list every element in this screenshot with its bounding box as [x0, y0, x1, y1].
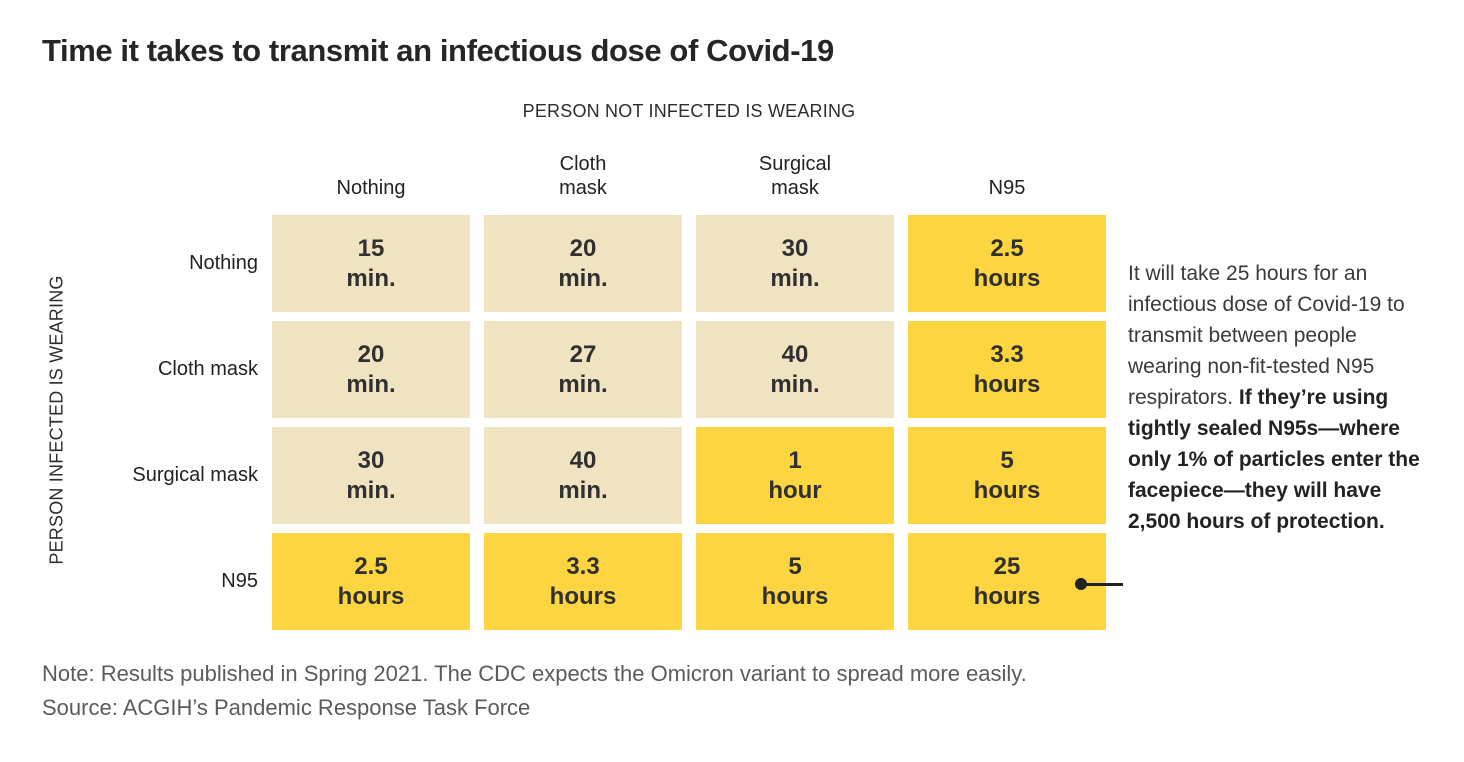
cell-value: 5 — [788, 552, 802, 580]
matrix-cell: 27 min. — [484, 321, 682, 418]
cell-value: 25 — [993, 552, 1021, 580]
cell-unit: min. — [558, 476, 608, 504]
row-label: Surgical mask — [132, 464, 258, 486]
cell-unit: hours — [973, 370, 1041, 398]
column-headers: Nothing Cloth mask Surgical mask N95 — [272, 130, 1120, 200]
cell-unit: min. — [558, 370, 608, 398]
cell-unit: hours — [761, 582, 829, 610]
annotation-connector-line — [1081, 583, 1123, 586]
row-label: Nothing — [189, 252, 258, 274]
row-cells: 20 min. 27 min. 40 min. 3.3 hours — [272, 321, 1120, 418]
matrix-cell: 25 hours — [908, 533, 1106, 630]
cell-value: 15 — [357, 234, 385, 262]
row-cells: 15 min. 20 min. 30 min. 2.5 hours — [272, 215, 1120, 312]
cell-unit: hours — [337, 582, 405, 610]
cell-value: 1 — [788, 446, 802, 474]
cell-value: 3.3 — [990, 340, 1024, 368]
matrix-cell: 15 min. — [272, 215, 470, 312]
cell-unit: min. — [770, 370, 820, 398]
cell-unit: min. — [558, 264, 608, 292]
matrix-row: Cloth mask 20 min. 27 min. 40 min. 3.3 h… — [0, 321, 1120, 418]
matrix-cell: 40 min. — [484, 427, 682, 524]
matrix-cell: 20 min. — [484, 215, 682, 312]
matrix-row: Nothing 15 min. 20 min. 30 min. 2.5 hour… — [0, 215, 1120, 312]
annotation-normal-text: It will take 25 hours for an infectious … — [1128, 262, 1405, 409]
cell-value: 30 — [781, 234, 809, 262]
cell-value: 40 — [781, 340, 809, 368]
matrix-row: N95 2.5 hours 3.3 hours 5 hours 25 hours — [0, 533, 1120, 630]
matrix-cell: 20 min. — [272, 321, 470, 418]
cell-unit: min. — [346, 264, 396, 292]
footnote: Note: Results published in Spring 2021. … — [42, 661, 1027, 686]
cell-value: 20 — [569, 234, 597, 262]
cell-value: 40 — [569, 446, 597, 474]
matrix-cell: 2.5 hours — [908, 215, 1106, 312]
cell-value: 30 — [357, 446, 385, 474]
annotation-text: It will take 25 hours for an infectious … — [1128, 258, 1434, 537]
column-header: N95 — [988, 177, 1026, 199]
cell-unit: min. — [346, 370, 396, 398]
cell-unit: hour — [768, 476, 822, 504]
matrix-cell: 1 hour — [696, 427, 894, 524]
column-axis-label: PERSON NOT INFECTED IS WEARING — [522, 101, 856, 121]
column-header: Cloth mask — [559, 153, 607, 199]
matrix-cell: 30 min. — [696, 215, 894, 312]
matrix-cell: 5 hours — [696, 533, 894, 630]
source-line: Source: ACGIH’s Pandemic Response Task F… — [42, 695, 531, 720]
cell-unit: min. — [770, 264, 820, 292]
cell-value: 2.5 — [354, 552, 388, 580]
column-header: Surgical mask — [758, 153, 832, 199]
annotation-bold-text: If they’re using tightly sealed N95s—whe… — [1128, 386, 1420, 533]
matrix-cell: 3.3 hours — [484, 533, 682, 630]
cell-unit: hours — [973, 476, 1041, 504]
cell-value: 27 — [569, 340, 597, 368]
cell-value: 3.3 — [566, 552, 600, 580]
cell-value: 2.5 — [990, 234, 1024, 262]
cell-value: 20 — [357, 340, 385, 368]
cell-value: 5 — [1000, 446, 1014, 474]
matrix-row: Surgical mask 30 min. 40 min. 1 hour 5 h… — [0, 427, 1120, 524]
column-header: Nothing — [336, 177, 406, 199]
cell-unit: min. — [346, 476, 396, 504]
matrix-cell: 3.3 hours — [908, 321, 1106, 418]
cell-unit: hours — [549, 582, 617, 610]
annotation-connector-dot — [1075, 578, 1087, 590]
row-label: Cloth mask — [157, 358, 258, 380]
row-cells: 2.5 hours 3.3 hours 5 hours 25 hours — [272, 533, 1120, 630]
matrix-cell: 40 min. — [696, 321, 894, 418]
cell-unit: hours — [973, 264, 1041, 292]
chart-title: Time it takes to transmit an infectious … — [42, 33, 834, 68]
row-cells: 30 min. 40 min. 1 hour 5 hours — [272, 427, 1120, 524]
row-label: N95 — [221, 570, 258, 592]
cell-unit: hours — [973, 582, 1041, 610]
matrix-cell: 30 min. — [272, 427, 470, 524]
matrix-cell: 2.5 hours — [272, 533, 470, 630]
matrix-cell: 5 hours — [908, 427, 1106, 524]
